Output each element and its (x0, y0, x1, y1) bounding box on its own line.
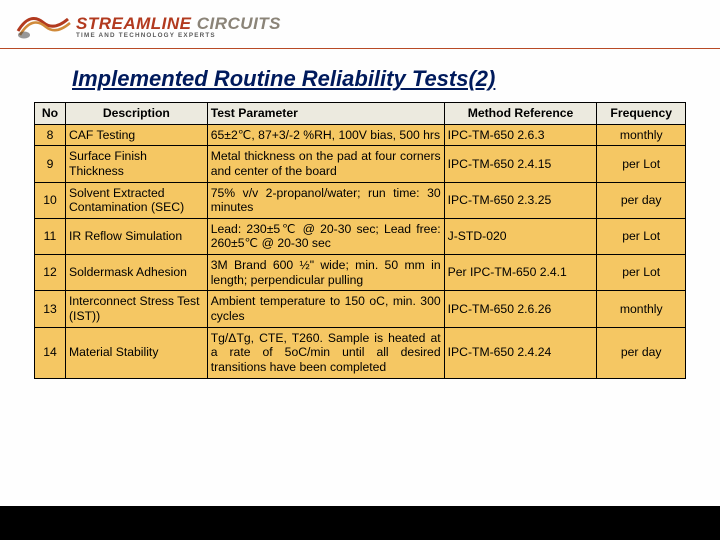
table-row: 10Solvent Extracted Contamination (SEC)7… (35, 182, 686, 218)
cell-method: IPC-TM-650 2.6.26 (444, 291, 597, 327)
cell-method: J-STD-020 (444, 218, 597, 254)
brand-name-b: CIRCUITS (197, 14, 281, 33)
cell-method: IPC-TM-650 2.4.15 (444, 146, 597, 182)
cell-freq: per Lot (597, 146, 686, 182)
cell-param: Metal thickness on the pad at four corne… (207, 146, 444, 182)
cell-freq: per day (597, 327, 686, 378)
brand-name-a: STREAMLINE (76, 14, 192, 33)
header: STREAMLINE CIRCUITS TIME AND TECHNOLOGY … (0, 0, 720, 48)
col-meth: Method Reference (444, 103, 597, 125)
page-title: Implemented Routine Reliability Tests(2) (72, 66, 720, 92)
cell-param: 75% v/v 2-propanol/water; run time: 30 m… (207, 182, 444, 218)
header-divider (0, 48, 720, 49)
col-desc: Description (66, 103, 208, 125)
col-no: No (35, 103, 66, 125)
cell-desc: Interconnect Stress Test (IST)) (66, 291, 208, 327)
cell-no: 8 (35, 124, 66, 146)
col-param: Test Parameter (207, 103, 444, 125)
table-header-row: No Description Test Parameter Method Ref… (35, 103, 686, 125)
cell-desc: Material Stability (66, 327, 208, 378)
table-row: 9 Surface Finish ThicknessMetal thicknes… (35, 146, 686, 182)
logo-text: STREAMLINE CIRCUITS TIME AND TECHNOLOGY … (76, 14, 281, 39)
cell-param: Tg/ΔTg, CTE, T260. Sample is heated at a… (207, 327, 444, 378)
cell-freq: monthly (597, 291, 686, 327)
cell-param: Lead: 230±5℃ @ 20-30 sec; Lead free: 260… (207, 218, 444, 254)
cell-desc: Solvent Extracted Contamination (SEC) (66, 182, 208, 218)
tests-table: No Description Test Parameter Method Ref… (34, 102, 686, 379)
cell-no: 9 (35, 146, 66, 182)
cell-method: IPC-TM-650 2.6.3 (444, 124, 597, 146)
cell-method: IPC-TM-650 2.3.25 (444, 182, 597, 218)
cell-freq: per Lot (597, 218, 686, 254)
cell-freq: per day (597, 182, 686, 218)
cell-desc: CAF Testing (66, 124, 208, 146)
cell-no: 10 (35, 182, 66, 218)
cell-param: 65±2℃, 87+3/-2 %RH, 100V bias, 500 hrs (207, 124, 444, 146)
cell-freq: monthly (597, 124, 686, 146)
cell-no: 12 (35, 255, 66, 291)
tests-table-container: No Description Test Parameter Method Ref… (34, 102, 686, 379)
cell-param: Ambient temperature to 150 oC, min. 300 … (207, 291, 444, 327)
cell-no: 14 (35, 327, 66, 378)
table-row: 12 Soldermask Adhesion3M Brand 600 ½" wi… (35, 255, 686, 291)
cell-desc: IR Reflow Simulation (66, 218, 208, 254)
cell-desc: Soldermask Adhesion (66, 255, 208, 291)
cell-param: 3M Brand 600 ½" wide; min. 50 mm in leng… (207, 255, 444, 291)
table-row: 13Interconnect Stress Test (IST)) Ambien… (35, 291, 686, 327)
brand-name: STREAMLINE CIRCUITS (76, 14, 281, 34)
table-row: 8CAF Testing65±2℃, 87+3/-2 %RH, 100V bia… (35, 124, 686, 146)
cell-desc: Surface Finish Thickness (66, 146, 208, 182)
col-freq: Frequency (597, 103, 686, 125)
brand-tagline: TIME AND TECHNOLOGY EXPERTS (76, 32, 281, 39)
table-row: 14Material Stability Tg/ΔTg, CTE, T260. … (35, 327, 686, 378)
footer-bar (0, 506, 720, 540)
table-row: 11IR Reflow Simulation Lead: 230±5℃ @ 20… (35, 218, 686, 254)
cell-method: IPC-TM-650 2.4.24 (444, 327, 597, 378)
cell-no: 13 (35, 291, 66, 327)
cell-freq: per Lot (597, 255, 686, 291)
logo-icon (14, 9, 72, 43)
cell-no: 11 (35, 218, 66, 254)
cell-method: Per IPC-TM-650 2.4.1 (444, 255, 597, 291)
